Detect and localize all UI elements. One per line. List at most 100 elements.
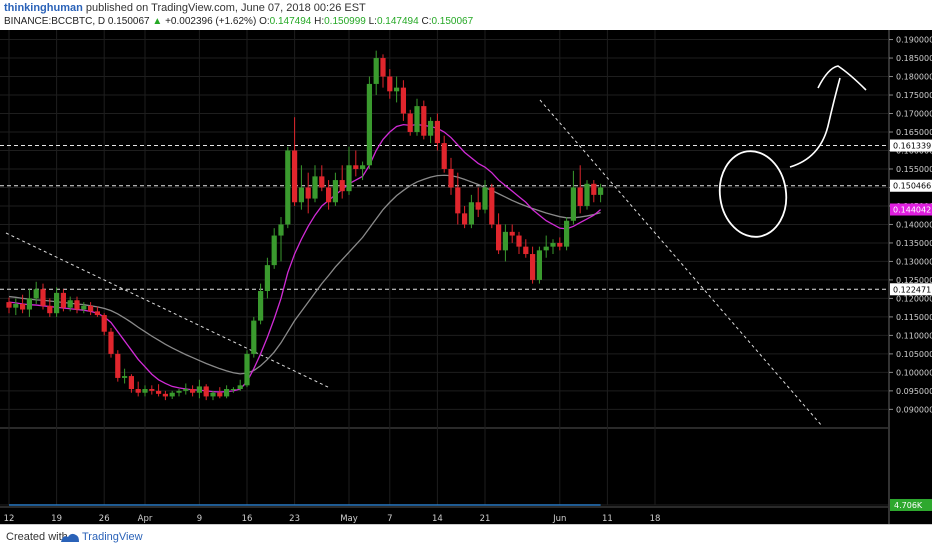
price-tick-label: 0.170000 [896,110,932,119]
candle-body [557,243,562,247]
candle-body [516,236,521,247]
candle-body [27,298,32,309]
date-tick-label: Jun [552,514,566,524]
ma-price-label: 0.144042 [893,206,931,215]
date-tick-label: May [340,514,358,524]
candle-body [217,393,222,397]
candle-body [74,300,79,309]
candle-body [61,293,66,308]
candle-body [414,106,419,132]
date-tick-label: 23 [289,514,300,524]
candle-body [258,291,263,321]
candle-body [353,165,358,169]
date-tick-label: 7 [387,514,392,524]
price-tick-label: 0.110000 [896,331,932,340]
candle-body [578,187,583,205]
candle-body [523,247,528,254]
open-label: O: [259,16,270,27]
candle-body [544,247,549,251]
close-value: 0.150067 [431,16,473,27]
hand-drawn-circle [714,147,791,241]
low-value: 0.147494 [377,16,419,27]
price-tick-label: 0.185000 [896,54,932,63]
candle-body [455,187,460,213]
price-change: +0.002396 (+1.62%) [165,16,256,27]
candle-body [136,389,141,393]
volume-value-label: 4.706K [894,501,923,510]
candle-body [428,121,433,136]
candle-body [537,250,542,280]
candle-body [333,180,338,202]
candle-body [326,187,331,202]
publish-line: thinkinghuman published on TradingView.c… [4,2,366,14]
footer: Created with TradingView [0,524,932,551]
candle-body [149,389,154,391]
candle-body [503,232,508,250]
price-tick-label: 0.090000 [896,405,932,414]
candle-body [244,354,249,385]
candle-body [374,58,379,84]
candle-body [346,165,351,191]
candle-body [476,202,481,209]
price-chart[interactable]: 0.1900000.1850000.1800000.1750000.170000… [0,30,932,524]
candle-body [197,386,202,392]
date-tick-label: 26 [99,514,110,524]
candle-body [360,165,365,169]
candle-body [292,150,297,202]
chart-header: thinkinghuman published on TradingView.c… [0,0,932,30]
candle-body [380,58,385,76]
author-link[interactable]: thinkinghuman [4,2,83,14]
candle-body [571,187,576,220]
candle-body [95,311,100,315]
date-tick-label: 16 [242,514,253,524]
candle-body [408,114,413,132]
candle-body [20,304,25,310]
candle-body [6,302,11,308]
ohlc-line: BINANCE:BCCBTC, D 0.150067 ▲ +0.002396 (… [4,16,473,27]
candle-body [176,391,181,393]
candle-body [122,376,127,378]
candle-body [312,176,317,198]
high-value: 0.150999 [324,16,366,27]
candle-body [231,389,236,390]
candle-body [81,306,86,310]
high-label: H: [314,16,324,27]
price-tick-label: 0.115000 [896,313,932,322]
price-tick-label: 0.100000 [896,368,932,377]
price-tick-label: 0.180000 [896,73,932,82]
tradingview-link[interactable]: TradingView [82,531,143,543]
candle-body [163,394,168,397]
candle-body [401,88,406,114]
candle-body [108,332,113,354]
candle-body [496,224,501,250]
candle-body [591,184,596,195]
price-tick-label: 0.105000 [896,350,932,359]
date-tick-label: 9 [197,514,202,524]
candle-body [68,300,73,307]
candle-body [564,221,569,247]
candle-body [387,77,392,92]
ma-fast-line [9,125,601,392]
candle-body [482,187,487,209]
low-label: L: [369,16,377,27]
price-tick-label: 0.130000 [896,257,932,266]
candle-body [530,254,535,280]
open-value: 0.147494 [270,16,312,27]
candle-body [129,376,134,389]
candle-body [224,389,229,396]
date-tick-label: Apr [138,514,153,524]
candle-body [598,187,603,194]
published-text: published on TradingView.com, June 07, 2… [86,2,366,14]
price-tick-label: 0.175000 [896,91,932,100]
candle-body [156,391,161,394]
candle-body [510,232,515,236]
last-price: 0.150067 [108,16,150,27]
candle-body [299,187,304,202]
date-tick-label: 11 [602,514,613,524]
candle-body [435,121,440,143]
candle-body [115,354,120,378]
price-tick-label: 0.140000 [896,220,932,229]
date-tick-label: 12 [4,514,15,524]
candle-body [40,289,45,306]
